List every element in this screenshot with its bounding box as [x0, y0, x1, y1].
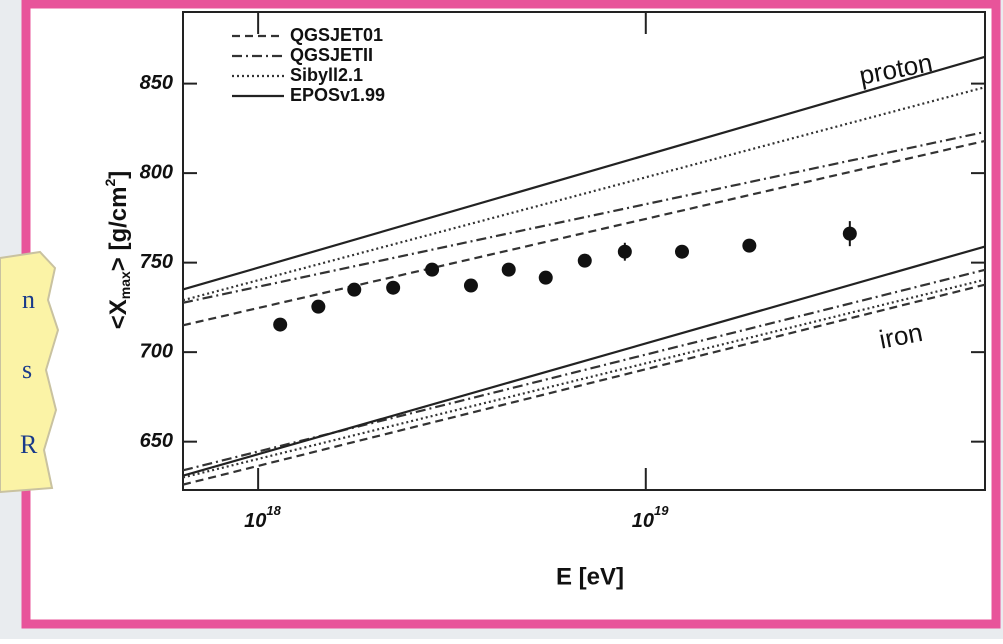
data-point: [273, 318, 287, 332]
y-tick-label: 650: [140, 430, 173, 452]
x-tick-exponent: 19: [654, 503, 669, 518]
data-point: [425, 263, 439, 277]
side-note-text: R: [20, 430, 38, 459]
y-tick-label: 850: [140, 72, 173, 94]
data-point: [464, 279, 478, 293]
x-axis-label: E [eV]: [556, 563, 624, 590]
data-point: [618, 245, 632, 259]
x-tick-base: 10: [632, 510, 654, 532]
chart: n s R E [eV] <Xmax> [g/cm2] 650 700 750 800…: [0, 0, 1003, 639]
data-point: [675, 245, 689, 259]
data-point: [311, 300, 325, 314]
y-label-part: > [g/cm: [105, 187, 132, 272]
side-note-text: n: [22, 285, 35, 314]
page: n s R E [eV] <Xmax> [g/cm2] 650 700 750 800…: [0, 0, 1003, 644]
side-note-text: s: [22, 355, 32, 384]
legend-label: Sibyll2.1: [290, 65, 363, 85]
x-tick-exponent: 18: [266, 503, 281, 518]
legend-label: QGSJET01: [290, 25, 383, 45]
legend-label: EPOSv1.99: [290, 85, 385, 105]
legend-label: QGSJETII: [290, 45, 373, 65]
data-point: [502, 263, 516, 277]
data-point: [386, 281, 400, 295]
data-point: [843, 227, 857, 241]
y-tick-label: 800: [140, 161, 173, 183]
y-label-part: 2: [102, 179, 118, 187]
data-point: [742, 239, 756, 253]
data-point: [539, 271, 553, 285]
y-axis-label: <Xmax> [g/cm2]: [102, 171, 133, 330]
data-point: [578, 254, 592, 268]
y-label-part: ]: [105, 171, 132, 179]
y-label-part: <X: [105, 299, 132, 329]
y-tick-label: 750: [140, 251, 173, 273]
y-label-part: max: [117, 271, 133, 299]
data-point: [347, 283, 361, 297]
y-tick-label: 700: [140, 340, 173, 362]
x-tick-base: 10: [244, 510, 266, 532]
